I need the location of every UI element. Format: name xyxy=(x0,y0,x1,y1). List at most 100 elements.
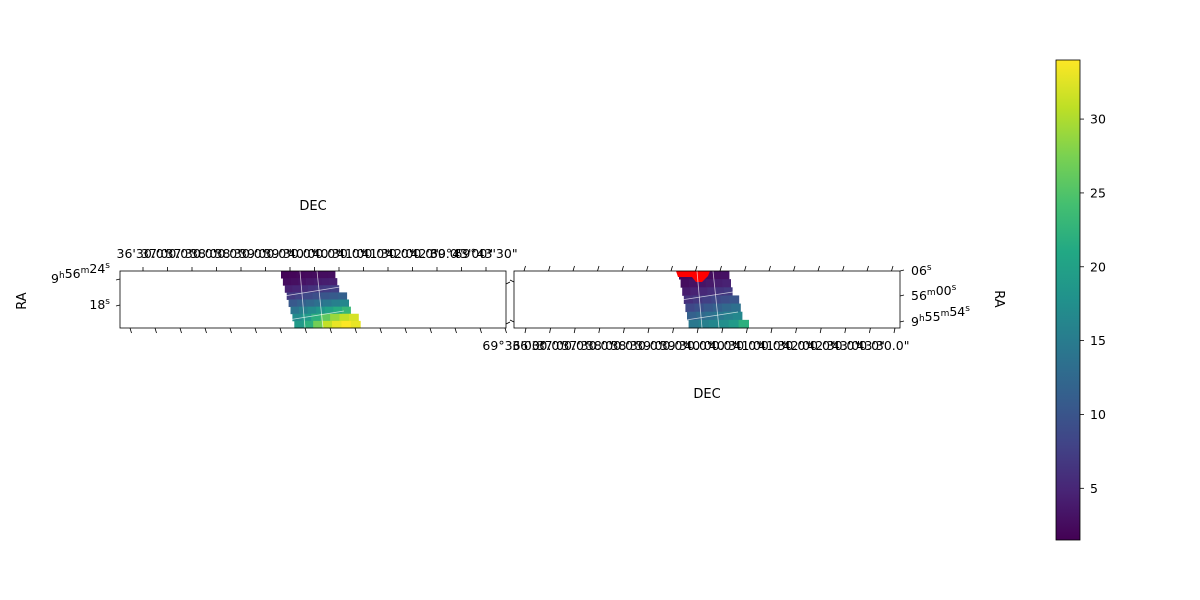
heatmap-cell xyxy=(286,292,296,300)
heatmap-cell xyxy=(729,295,740,304)
x-tick xyxy=(573,327,576,334)
x-tick-secondary xyxy=(523,265,526,272)
heatmap-cell xyxy=(307,285,317,293)
heatmap-cell xyxy=(712,271,722,280)
heatmap-cell xyxy=(702,295,712,304)
heatmap-cell xyxy=(313,320,323,329)
x-tick-secondary xyxy=(646,265,649,272)
heatmap-cell xyxy=(339,313,350,322)
x-axis-label: DEC xyxy=(299,199,326,214)
heatmap-cell xyxy=(300,285,309,293)
x-tick-secondary xyxy=(866,265,869,272)
heatmap-cell xyxy=(715,287,725,296)
x-tick-label: 69°43'30" xyxy=(454,246,517,261)
heatmap-cell xyxy=(303,320,314,329)
x-tick-secondary xyxy=(429,327,432,334)
heatmap-cell xyxy=(307,306,317,315)
x-tick-secondary xyxy=(304,327,307,334)
heatmap-cell xyxy=(704,271,713,280)
y-tick xyxy=(115,278,121,281)
x-tick-label: 41'00.0" xyxy=(337,246,390,261)
heatmap-cell xyxy=(338,292,348,300)
x-tick-label: 42'00.0" xyxy=(386,246,439,261)
colorbar-tick-label: 20 xyxy=(1090,259,1106,274)
x-tick-secondary xyxy=(129,327,132,334)
x-tick-secondary xyxy=(719,265,722,272)
heatmap-cell xyxy=(322,320,333,329)
x-tick-label: 69°36'00" xyxy=(482,338,545,353)
x-tick-secondary xyxy=(572,265,575,272)
colorbar-tick-label: 5 xyxy=(1090,481,1098,496)
x-tick-secondary xyxy=(504,327,507,334)
grid-line xyxy=(283,286,341,297)
heatmap-cell xyxy=(297,299,307,308)
heatmap-cell xyxy=(683,295,694,304)
grid-line xyxy=(712,270,720,329)
x-tick-secondary xyxy=(817,265,820,272)
grid-line xyxy=(299,270,306,329)
x-tick-label: 42'00.0" xyxy=(783,338,836,353)
x-tick-label: 38'00.0" xyxy=(586,338,639,353)
heatmap-cell xyxy=(697,279,706,288)
x-tick-label: 41'30.0" xyxy=(758,338,811,353)
x-tick-secondary xyxy=(891,265,894,272)
heatmap-cell xyxy=(714,311,725,321)
heatmap-cell xyxy=(306,278,315,286)
heatmap-cell xyxy=(712,303,723,313)
x-tick-secondary xyxy=(204,327,207,334)
x-tick-label: 42'30.0" xyxy=(411,246,464,261)
heatmap-cell xyxy=(288,299,298,308)
heatmap-cell xyxy=(305,299,315,308)
heatmap-cell xyxy=(295,292,305,300)
y-tick-secondary xyxy=(505,281,511,285)
x-tick-label: 40'30.0" xyxy=(313,246,366,261)
heatmap-cell xyxy=(333,306,343,315)
colorbar-gradient xyxy=(1056,60,1080,540)
heatmap-cell xyxy=(688,279,698,288)
y-tick-label: 9h55m54s xyxy=(911,304,970,329)
heatmap-cell xyxy=(341,306,351,315)
x-tick xyxy=(721,327,724,334)
heatmap-cell xyxy=(311,313,322,322)
heatmap-cell xyxy=(728,319,739,329)
x-tick-label: 40'00.0" xyxy=(684,338,737,353)
heatmap-cell xyxy=(292,313,303,322)
colorbar-tick-label: 10 xyxy=(1090,407,1106,422)
x-tick xyxy=(598,327,601,334)
x-tick-label: 43'00.0" xyxy=(832,338,885,353)
x-tick-label: 37'30.0" xyxy=(561,338,614,353)
x-tick xyxy=(770,327,773,334)
x-tick-label: 39'00.0" xyxy=(635,338,688,353)
y-tick-label: 9h56m24s xyxy=(51,261,110,286)
heatmap-cell xyxy=(311,271,320,279)
y-axis-label: RA xyxy=(15,292,30,310)
heatmap-cell xyxy=(685,303,695,313)
y-tick xyxy=(899,294,905,297)
x-tick-label: 36'30.0" xyxy=(117,246,170,261)
heatmap-cell xyxy=(698,319,709,329)
x-tick-label: 42'30.0" xyxy=(807,338,860,353)
heatmap-cell xyxy=(703,303,714,313)
heatmap-cell xyxy=(331,299,341,308)
heatmap-cell xyxy=(722,279,731,288)
heatmap-cell xyxy=(312,292,322,300)
x-tick-secondary xyxy=(179,327,182,334)
heatmap-cell xyxy=(284,285,293,293)
right-axes-frame xyxy=(513,270,901,329)
heatmap-cell xyxy=(321,278,330,286)
x-tick-label: 37'00.0" xyxy=(141,246,194,261)
heatmap-cell xyxy=(320,313,331,322)
colorbar-tick-label: 25 xyxy=(1090,185,1106,200)
y-tick-secondary xyxy=(509,279,515,283)
x-tick-label: 38'30.0" xyxy=(611,338,664,353)
x-tick-secondary xyxy=(695,265,698,272)
heatmap-cell xyxy=(301,313,312,322)
heatmap-cell xyxy=(720,271,730,280)
x-tick-secondary xyxy=(329,327,332,334)
x-tick-label: 40'30.0" xyxy=(709,338,762,353)
heatmap-cell xyxy=(722,303,732,313)
x-tick-secondary xyxy=(842,265,845,272)
x-tick xyxy=(893,327,896,334)
heatmap-cell xyxy=(690,287,700,296)
y-tick-label: 18s xyxy=(89,297,110,312)
